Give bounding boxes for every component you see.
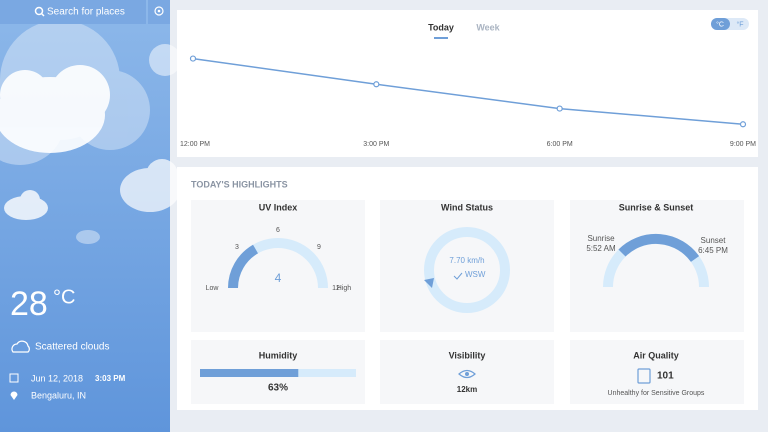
humidity-fill bbox=[200, 369, 299, 377]
uv-low: Low bbox=[206, 285, 220, 292]
condition: Scattered clouds bbox=[35, 342, 110, 353]
air-icon bbox=[637, 368, 651, 384]
temperature-point bbox=[189, 55, 197, 62]
uv-value: 4 bbox=[275, 271, 282, 285]
eye-icon bbox=[465, 372, 469, 376]
wind-direction-icon bbox=[453, 272, 463, 280]
unit-option[interactable]: °C bbox=[716, 20, 724, 28]
humidity-bar bbox=[200, 369, 299, 377]
temperature-point bbox=[739, 121, 747, 128]
search-placeholder[interactable]: Search for places bbox=[47, 7, 125, 18]
uv-tick-label: 6 bbox=[276, 227, 280, 234]
sunrise-label: Sunrise bbox=[587, 234, 615, 243]
uv-tick-label: 9 bbox=[317, 244, 321, 251]
air-status: Unhealthy for Sensitive Groups bbox=[608, 390, 705, 397]
locate-icon bbox=[157, 9, 161, 13]
wind-ring bbox=[424, 227, 510, 313]
temperature-point bbox=[373, 81, 380, 88]
air-value: 101 bbox=[657, 371, 674, 382]
highlights-title: TODAY'S HIGHLIGHTS bbox=[191, 179, 288, 189]
date: Jun 12, 2018 bbox=[31, 373, 83, 383]
sun-arc-progress bbox=[618, 233, 700, 263]
uv-tick-label: 3 bbox=[235, 244, 239, 251]
uv-high: High bbox=[337, 285, 352, 292]
clouds bbox=[0, 20, 181, 244]
air-card bbox=[570, 340, 744, 404]
search-icon bbox=[34, 6, 44, 16]
x-tick-label: 3:00 PM bbox=[363, 141, 389, 148]
wind-speed: 7.70 km/h bbox=[449, 256, 484, 265]
sunset-time: 6:45 PM bbox=[698, 246, 728, 255]
time: 3:03 PM bbox=[95, 374, 126, 383]
location: Bengaluru, IN bbox=[31, 390, 86, 400]
unit-active bbox=[711, 18, 730, 30]
sunrise-time: 5:52 AM bbox=[586, 244, 616, 253]
temperature-point bbox=[556, 105, 563, 112]
sunset-label: Sunset bbox=[701, 236, 727, 245]
unit-option[interactable]: °F bbox=[736, 20, 743, 28]
x-tick-label: 9:00 PM bbox=[730, 141, 756, 148]
search-box[interactable] bbox=[0, 0, 146, 24]
wind-arrow bbox=[424, 278, 434, 288]
chart-card bbox=[177, 10, 758, 157]
uv-fill bbox=[228, 244, 259, 289]
uv-card bbox=[191, 200, 365, 332]
temperature-unit: °C bbox=[53, 286, 75, 308]
eye-icon bbox=[458, 369, 476, 379]
location-icon bbox=[10, 391, 18, 400]
visibility-value: 12km bbox=[457, 385, 477, 394]
humidity-value: 63% bbox=[268, 383, 288, 394]
uv-tick-label: 12 bbox=[332, 285, 340, 292]
card-title: Humidity bbox=[259, 350, 298, 360]
card-title: Wind Status bbox=[441, 202, 493, 212]
temperature: 28 bbox=[10, 285, 48, 323]
card-title: UV Index bbox=[259, 202, 298, 212]
locate-icon bbox=[154, 6, 164, 16]
calendar-icon bbox=[9, 373, 19, 383]
temperature-line bbox=[192, 57, 744, 126]
search-icon bbox=[40, 12, 45, 17]
tab[interactable]: Today bbox=[428, 22, 454, 32]
card-title: Sunrise & Sunset bbox=[619, 202, 694, 212]
temperature-chart: 12:00 PM 3:00 PM 6:00 PM 9:00 PM bbox=[180, 55, 756, 148]
wind-direction: WSW bbox=[465, 270, 486, 279]
x-tick-label: 6:00 PM bbox=[547, 141, 573, 148]
tab[interactable]: Week bbox=[476, 22, 500, 32]
card-title: Air Quality bbox=[633, 350, 679, 360]
sun-card bbox=[570, 200, 744, 332]
x-tick-label: 12:00 PM bbox=[180, 141, 210, 148]
uv-gauge: 3 6 9 12 bbox=[228, 227, 340, 292]
card-title: Visibility bbox=[449, 350, 486, 360]
cloud-icon bbox=[11, 340, 30, 353]
